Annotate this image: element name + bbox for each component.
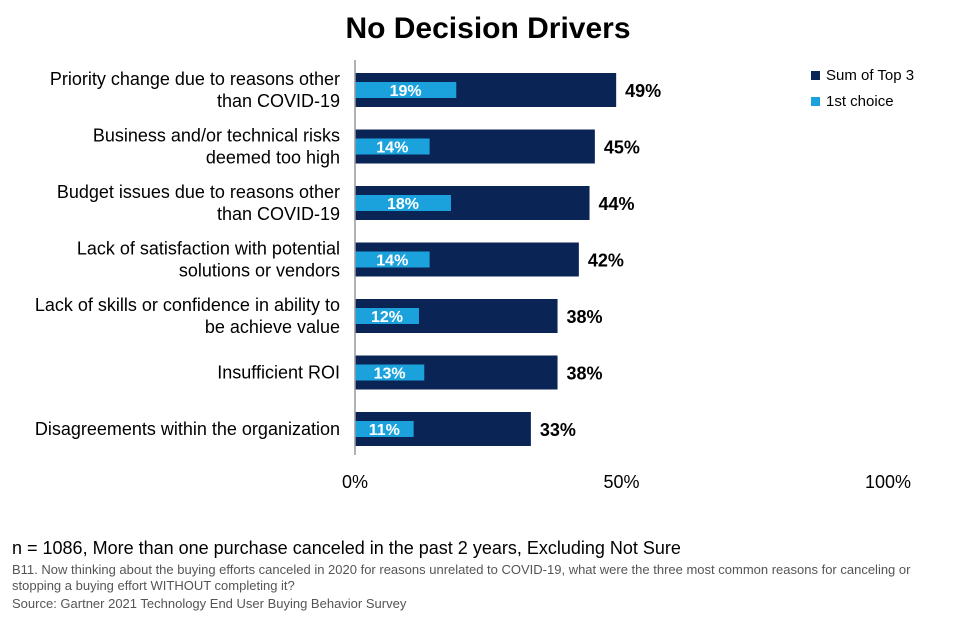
category-label: Budget issues due to reasons other bbox=[57, 182, 340, 202]
category-label: solutions or vendors bbox=[179, 261, 340, 281]
legend: Sum of Top 3 1st choice bbox=[811, 67, 914, 110]
data-label-sum-top3: 49% bbox=[625, 81, 661, 101]
legend-entry: 1st choice bbox=[826, 93, 894, 110]
data-label-sum-top3: 45% bbox=[604, 138, 640, 158]
bar-first-choice bbox=[355, 364, 425, 381]
category-label: than COVID-19 bbox=[217, 204, 340, 224]
category-label: Lack of satisfaction with potential bbox=[77, 239, 340, 259]
bar-first-choice bbox=[355, 308, 419, 324]
bars-group: Priority change due to reasons otherthan… bbox=[35, 69, 661, 446]
data-label-sum-top3: 42% bbox=[588, 251, 624, 271]
legend-swatch bbox=[811, 97, 820, 106]
x-tick-label: 0% bbox=[342, 472, 368, 492]
data-label-sum-top3: 33% bbox=[540, 420, 576, 440]
bar-first-choice bbox=[355, 82, 457, 98]
category-label: than COVID-19 bbox=[217, 91, 340, 111]
source-note: Source: Gartner 2021 Technology End User… bbox=[12, 596, 407, 611]
bar-first-choice bbox=[355, 138, 430, 155]
bar-first-choice bbox=[355, 195, 451, 211]
legend-swatch bbox=[811, 71, 820, 80]
data-label-first-choice: 19% bbox=[390, 83, 422, 100]
category-label: Priority change due to reasons other bbox=[50, 69, 340, 89]
category-label: Business and/or technical risks bbox=[93, 126, 340, 146]
x-tick-label: 100% bbox=[865, 472, 911, 492]
category-label: Lack of skills or confidence in ability … bbox=[35, 295, 340, 315]
data-label-sum-top3: 38% bbox=[567, 307, 603, 327]
category-label: Insufficient ROI bbox=[217, 363, 340, 383]
data-label-first-choice: 14% bbox=[376, 253, 408, 270]
data-label-sum-top3: 38% bbox=[567, 364, 603, 384]
sample-note: n = 1086, More than one purchase cancele… bbox=[12, 538, 681, 558]
chart-title: No Decision Drivers bbox=[345, 12, 630, 45]
data-label-first-choice: 13% bbox=[374, 366, 406, 383]
x-axis: 0% 50% 100% bbox=[342, 60, 911, 492]
question-note: B11. Now thinking about the buying effor… bbox=[12, 562, 911, 593]
data-label-first-choice: 11% bbox=[369, 422, 400, 439]
category-label: Disagreements within the organization bbox=[35, 419, 340, 439]
x-tick-label: 50% bbox=[603, 472, 639, 492]
category-label: deemed too high bbox=[206, 148, 340, 168]
legend-entry: Sum of Top 3 bbox=[826, 67, 914, 84]
bar-first-choice bbox=[355, 251, 430, 268]
data-label-first-choice: 12% bbox=[371, 309, 403, 326]
data-label-first-choice: 18% bbox=[387, 196, 419, 213]
bar-first-choice bbox=[355, 421, 414, 437]
data-label-first-choice: 14% bbox=[376, 140, 408, 157]
category-label: be achieve value bbox=[205, 317, 340, 337]
data-label-sum-top3: 44% bbox=[599, 194, 635, 214]
